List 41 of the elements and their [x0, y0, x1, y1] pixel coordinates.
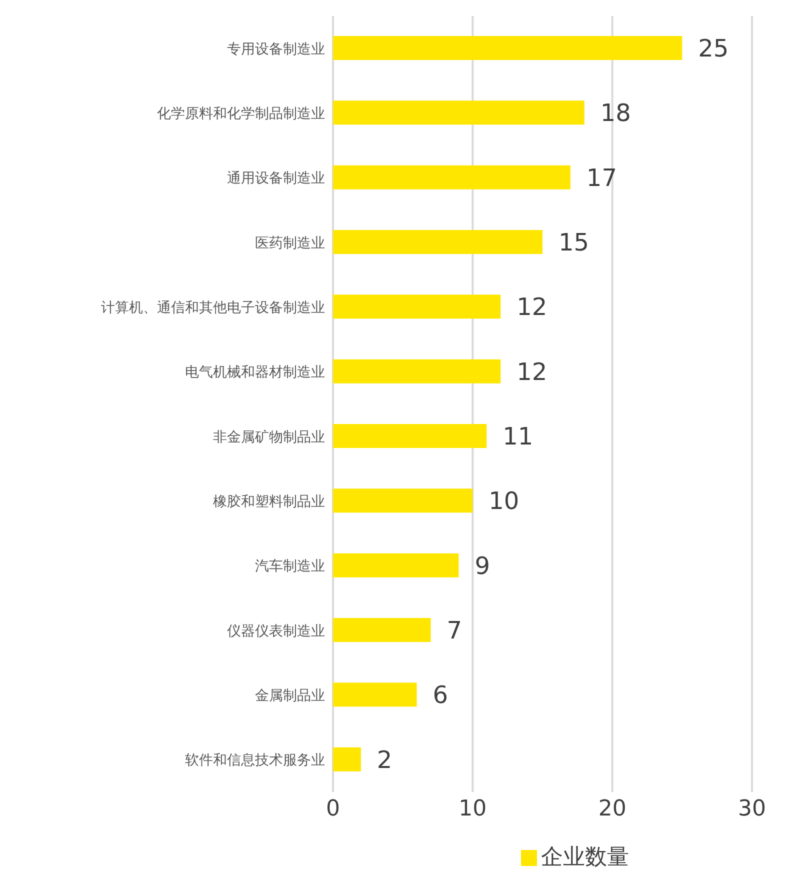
- y-tick-label: 计算机、通信和其他电子设备制造业: [101, 300, 325, 316]
- y-tick-label: 橡胶和塑料制品业: [213, 494, 325, 510]
- y-tick-label: 金属制品业: [255, 688, 325, 704]
- bar: [333, 553, 459, 578]
- data-label: 7: [446, 616, 462, 645]
- x-tick-label: 30: [738, 796, 766, 822]
- x-tick-label: 0: [326, 796, 340, 822]
- data-label: 9: [474, 552, 490, 580]
- bar: [333, 424, 487, 448]
- bar: [333, 100, 584, 125]
- data-label: 10: [488, 487, 520, 516]
- x-tick-label: 20: [598, 796, 626, 822]
- bar: [333, 488, 473, 513]
- bar: [333, 294, 501, 319]
- data-label: 25: [698, 34, 729, 63]
- y-tick-label: 仪器仪表制造业: [227, 623, 325, 640]
- y-tick-label: 通用设备制造业: [227, 170, 325, 187]
- y-tick-label: 化学原料和化学制品制造业: [157, 106, 325, 122]
- data-label: 17: [586, 164, 617, 192]
- y-tick-label: 医药制造业: [255, 235, 325, 252]
- data-label: 11: [502, 422, 534, 451]
- bar: [333, 36, 682, 60]
- y-tick-label: 软件和信息技术服务业: [185, 752, 325, 769]
- x-tick-label: 10: [458, 796, 487, 822]
- data-label: 2: [376, 746, 392, 774]
- y-tick-label: 电气机械和器材制造业: [185, 364, 325, 381]
- bar: [333, 747, 361, 772]
- data-label: 6: [432, 681, 448, 710]
- y-tick-label: 汽车制造业: [255, 558, 325, 575]
- y-tick-label: 非金属矿物制品业: [213, 429, 325, 446]
- legend-label: 企业数量: [541, 845, 629, 870]
- bar: [333, 165, 570, 190]
- data-label: 12: [516, 358, 548, 386]
- data-label: 18: [600, 99, 631, 128]
- data-label: 15: [558, 228, 590, 257]
- bar: [333, 359, 501, 384]
- bar: [333, 230, 542, 254]
- bar: [333, 682, 417, 707]
- data-label: 12: [516, 293, 548, 322]
- y-tick-label: 专用设备制造业: [227, 41, 325, 58]
- bar: [333, 618, 431, 642]
